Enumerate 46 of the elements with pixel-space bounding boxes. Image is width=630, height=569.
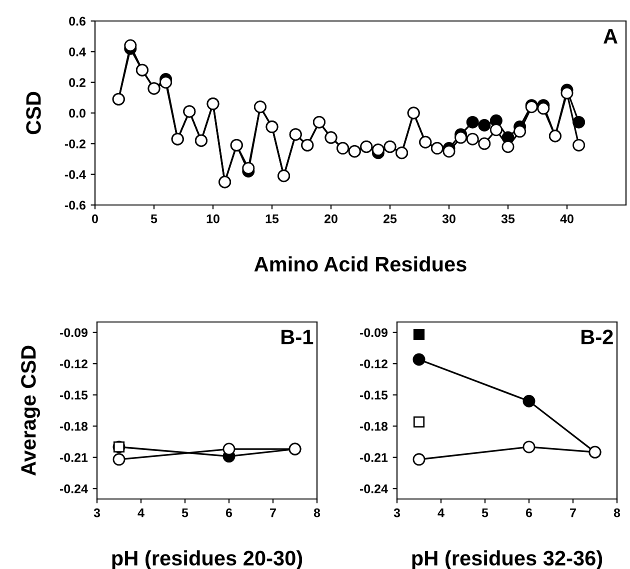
x-tick-label: 4	[438, 508, 444, 518]
y-tick-label: -0.6	[64, 200, 86, 210]
annotation: B-2	[582, 330, 613, 344]
x-axis-title: Amino Acid Residues	[254, 256, 466, 272]
x-tick-label: 8	[614, 508, 620, 518]
y-tick-label: -0.18	[360, 422, 388, 431]
annotation: B-1	[282, 330, 314, 344]
y-tick-label: -0.09	[60, 328, 88, 338]
y-tick-label: -0.09	[360, 328, 388, 338]
x-tick-label: 5	[182, 508, 188, 518]
x-tick-label: 3	[94, 508, 100, 518]
x-tick-label: 10	[206, 214, 220, 224]
x-tick-label: 6	[226, 508, 232, 518]
y-tick-label: 0.6	[69, 16, 86, 26]
x-tick-label: 4	[138, 508, 144, 518]
y-tick-label: -0.4	[64, 170, 86, 179]
y-tick-label: 0.0	[69, 108, 86, 118]
y-tick-label: -0.12	[360, 359, 388, 368]
y-tick-label: -0.24	[360, 484, 388, 494]
x-tick-label: 5	[150, 214, 158, 224]
x-tick-label: 8	[314, 508, 320, 518]
y-tick-label: -0.18	[60, 422, 88, 431]
x-tick-label: 6	[526, 508, 532, 518]
x-tick-label: 35	[501, 214, 515, 224]
y-tick-label: -0.12	[60, 359, 88, 368]
y-tick-label: -0.15	[360, 390, 388, 400]
x-tick-label: 30	[442, 214, 456, 224]
x-tick-label: 15	[266, 214, 279, 224]
y-tick-label: 0.2	[69, 78, 86, 87]
y-tick-label: -0.24	[60, 484, 88, 494]
y-tick-label: -0.21	[60, 453, 88, 462]
x-tick-label: 7	[570, 508, 576, 518]
x-tick-label: 3	[394, 508, 400, 518]
x-tick-label: 0	[92, 214, 98, 224]
annotation: A	[604, 29, 618, 44]
y-axis-title: CSD	[26, 92, 41, 134]
y-tick-label: -0.21	[360, 453, 388, 462]
x-tick-label: 40	[560, 214, 574, 224]
y-tick-label: -0.2	[64, 139, 86, 148]
y-tick-label: -0.15	[60, 390, 88, 400]
x-tick-label: 20	[324, 214, 338, 224]
y-tick-label: 0.4	[69, 47, 86, 56]
x-tick-label: 5	[482, 508, 488, 518]
x-tick-label: 25	[383, 214, 397, 224]
x-tick-label: 7	[270, 508, 276, 518]
y-axis-title: Average CSD	[21, 346, 40, 476]
